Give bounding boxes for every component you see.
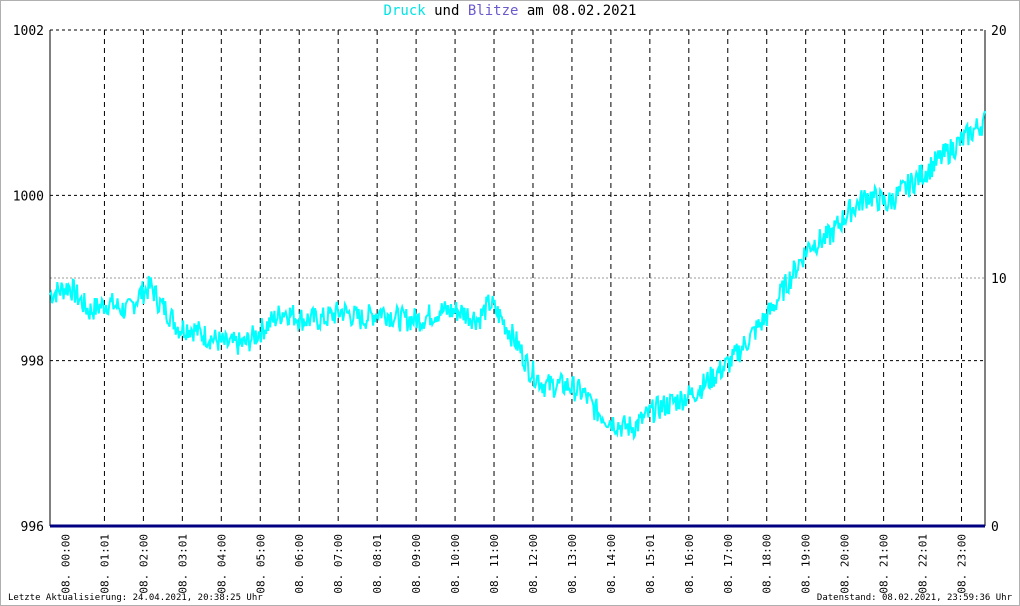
y-left-tick-label: 996 <box>21 520 44 535</box>
y-left-tick-label: 998 <box>21 355 44 370</box>
x-tick-label: 08. 10:00 <box>449 534 462 594</box>
series-layer <box>49 110 986 528</box>
x-tick-label: 08. 15:01 <box>644 534 657 594</box>
x-tick-label: 08. 06:00 <box>293 534 306 594</box>
title-blitze: Blitze <box>467 3 519 19</box>
series-druck-line <box>49 110 986 441</box>
x-tick-label: 08. 21:00 <box>878 534 891 594</box>
x-tick-label: 08. 05:00 <box>254 534 267 594</box>
x-tick-label: 08. 17:00 <box>722 534 735 594</box>
x-tick-label: 08. 23:00 <box>956 534 969 594</box>
x-tick-label: 08. 22:01 <box>917 534 930 594</box>
x-tick-label: 08. 04:00 <box>215 534 228 594</box>
y-right-tick-label: 10 <box>991 272 1007 287</box>
x-tick-label: 08. 11:00 <box>488 534 501 594</box>
y-left-tick-label: 1000 <box>13 189 44 204</box>
x-tick-label: 08. 08:01 <box>371 534 384 594</box>
y-left-tick-label: 1002 <box>13 24 44 39</box>
x-tick-label: 08. 12:00 <box>527 534 540 594</box>
y-right-tick-label: 20 <box>991 24 1007 39</box>
y-right-tick-label: 0 <box>991 520 999 535</box>
footer-data-status: Datenstand: 08.02.2021, 23:59:36 Uhr <box>816 593 1012 603</box>
x-tick-label: 08. 13:00 <box>566 534 579 594</box>
x-tick-label: 08. 19:00 <box>800 534 813 594</box>
footer-last-update: Letzte Aktualisierung: 24.04.2021, 20:38… <box>8 593 263 603</box>
x-tick-label: 08. 09:00 <box>410 534 423 594</box>
x-tick-label: 08. 00:00 <box>59 534 72 594</box>
x-tick-label: 08. 18:00 <box>761 534 774 594</box>
x-tick-label: 08. 20:00 <box>839 534 852 594</box>
x-tick-label: 08. 14:00 <box>605 534 618 594</box>
x-tick-label: 08. 16:00 <box>683 534 696 594</box>
tick-labels: 996 998 1000 1002 0 10 20 08. 00:00 08. 01:01 08.… <box>13 24 1007 594</box>
title-und: und <box>425 3 468 19</box>
title-druck: Druck <box>383 3 426 19</box>
x-tick-label: 08. 07:00 <box>332 534 345 594</box>
x-tick-label: 08. 03:01 <box>176 534 189 594</box>
chart-title: Druck und Blitze am 08.02.2021 <box>0 3 1020 19</box>
title-date: am 08.02.2021 <box>518 3 637 19</box>
x-tick-label: 08. 02:00 <box>137 534 150 594</box>
x-tick-label: 08. 01:01 <box>98 534 111 594</box>
grid <box>50 29 985 526</box>
